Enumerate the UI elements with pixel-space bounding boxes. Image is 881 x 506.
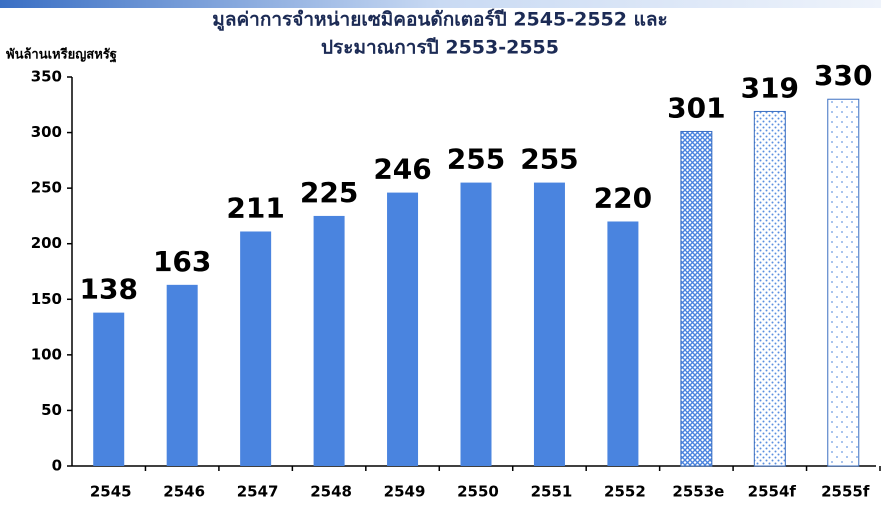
chart-title: มูลค่าการจำหน่ายเซมิคอนดักเตอร์ปี 2545-2… — [212, 9, 667, 32]
x-tick-label: 2550 — [457, 483, 499, 501]
value-label: 220 — [594, 181, 652, 214]
x-tick-label: 2551 — [531, 483, 573, 501]
bar — [460, 182, 492, 467]
bar — [240, 231, 272, 466]
value-label: 319 — [741, 71, 799, 104]
y-tick-label: 50 — [41, 401, 62, 419]
value-label: 301 — [667, 91, 725, 124]
chart-title: ประมาณการปี 2553-2555 — [321, 37, 559, 59]
y-tick-label: 100 — [31, 345, 62, 363]
bar — [753, 110, 786, 467]
value-label: 225 — [300, 176, 358, 209]
bar — [93, 312, 125, 466]
value-label: 163 — [153, 245, 211, 278]
x-tick-label: 2547 — [237, 483, 279, 501]
x-tick-label: 2553e — [672, 483, 724, 501]
value-label: 211 — [226, 191, 284, 224]
y-tick-label: 350 — [31, 68, 62, 86]
y-axis-label: พันล้านเหรียญสหรัฐ — [6, 47, 117, 64]
bar — [680, 130, 713, 467]
x-tick-label: 2546 — [163, 483, 205, 501]
y-tick-label: 250 — [31, 179, 62, 197]
bar — [387, 192, 419, 467]
value-label: 255 — [447, 143, 505, 176]
y-tick-label: 300 — [31, 123, 62, 141]
x-tick-label: 2548 — [310, 483, 352, 501]
x-tick-label: 2552 — [604, 483, 646, 501]
x-tick-label: 2555f — [821, 483, 870, 501]
bar — [827, 98, 860, 467]
value-label: 255 — [520, 143, 578, 176]
y-tick-label: 150 — [31, 290, 62, 308]
y-tick-label: 200 — [31, 234, 62, 252]
bar — [607, 221, 639, 466]
value-label: 330 — [814, 59, 872, 92]
top-band — [0, 0, 881, 8]
y-tick-label: 0 — [52, 457, 62, 475]
x-tick-label: 2545 — [90, 483, 132, 501]
bar — [533, 182, 565, 467]
bar — [166, 284, 198, 466]
bar — [313, 215, 345, 466]
x-tick-label: 2549 — [384, 483, 426, 501]
value-label: 138 — [80, 273, 138, 306]
x-tick-label: 2554f — [748, 483, 797, 501]
value-label: 246 — [373, 153, 431, 186]
